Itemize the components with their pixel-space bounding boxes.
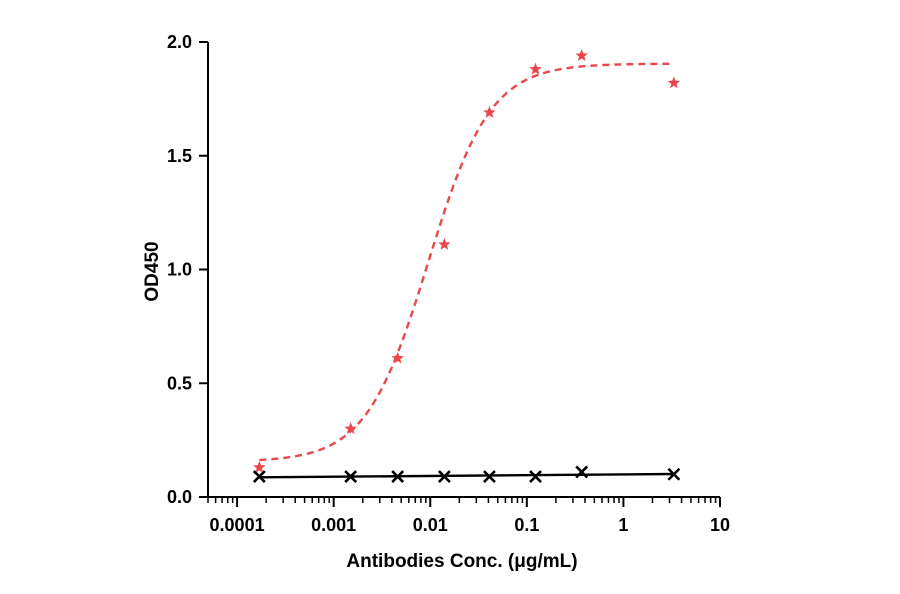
y-axis: 0.0 0.5 1.0 1.5 2.0 xyxy=(167,32,209,507)
y-tick-label: 0.0 xyxy=(167,487,192,507)
y-tick-label: 1.0 xyxy=(167,260,192,280)
x-tick-label: 0.0001 xyxy=(210,515,265,535)
series-1-star-point xyxy=(344,422,357,435)
series-2-x-point xyxy=(344,470,358,483)
y-tick-label: 2.0 xyxy=(167,32,192,52)
series-1-star-point xyxy=(438,237,451,250)
series-2-x-point xyxy=(252,470,266,483)
y-tick-label: 1.5 xyxy=(167,146,192,166)
x-tick-label: 0.1 xyxy=(514,515,539,535)
x-tick-label: 10 xyxy=(710,515,730,535)
series-1-star-point xyxy=(529,62,542,75)
series-1-star-point xyxy=(483,106,496,118)
x-tick-label: 0.01 xyxy=(413,515,448,535)
series-1-star-point xyxy=(575,49,588,61)
series-2-fit-line xyxy=(259,472,674,479)
x-tick-label: 1 xyxy=(618,515,628,535)
series-1-star-point xyxy=(667,76,681,89)
y-tick-label: 0.5 xyxy=(167,373,192,393)
x-tick-label: 0.001 xyxy=(311,515,356,535)
series-1-star-point xyxy=(391,351,404,364)
series-2-x-point xyxy=(437,470,451,483)
series-layer xyxy=(252,49,681,483)
series-2-x-point xyxy=(391,470,405,483)
y-axis-title: OD450 xyxy=(142,241,163,301)
series-2-x-point xyxy=(667,467,681,481)
x-axis: 0.0001 0.001 0.01 0.1 1 10 xyxy=(207,496,730,535)
series-2-x-point xyxy=(483,470,496,483)
series-1-fit-curve xyxy=(259,62,674,462)
series-1-star-point xyxy=(253,460,266,473)
series-2-x-point xyxy=(575,465,589,479)
series-2-x-point xyxy=(529,470,542,483)
x-axis-title: Antibodies Conc. (μg/mL) xyxy=(346,551,577,572)
